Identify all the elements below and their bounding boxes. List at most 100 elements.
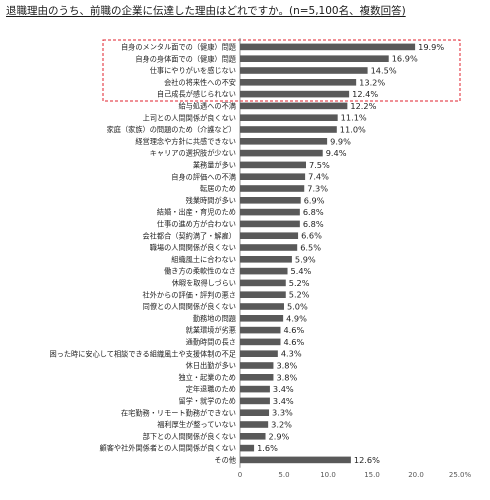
category-label: 家庭（家族）の問題のため（介護など） — [107, 125, 236, 134]
value-label: 5.0% — [287, 302, 308, 312]
category-label: 就業環境が劣悪 — [186, 326, 236, 335]
value-label: 7.4% — [308, 172, 329, 182]
category-label: 自身のメンタル面での（健康）問題 — [121, 43, 236, 52]
category-label: 職場の人間関係が良くない — [150, 243, 236, 252]
bar — [240, 433, 266, 440]
bar — [240, 102, 348, 110]
value-label: 12.4% — [352, 89, 378, 99]
bar — [240, 350, 278, 357]
x-tick-label: 15.0 — [364, 471, 380, 479]
value-label: 7.3% — [307, 184, 328, 194]
value-label: 3.4% — [273, 384, 294, 394]
value-label: 5.2% — [289, 278, 310, 288]
value-label: 13.2% — [359, 77, 385, 87]
category-label: 自己成長が感じられない — [157, 90, 236, 99]
bar — [240, 409, 270, 416]
category-label: 勤務地の問題 — [193, 314, 236, 323]
bar — [240, 444, 255, 452]
value-label: 5.2% — [289, 290, 310, 300]
bar — [240, 55, 389, 62]
category-label: 組織風土に合わない — [171, 255, 236, 264]
bar — [240, 267, 288, 275]
value-label: 6.5% — [300, 243, 321, 253]
category-label: 業務量が多い — [193, 161, 236, 170]
chart-title: 退職理由のうち、前職の企業に伝達した理由はどれですか。(n=5,100名、複数回… — [6, 5, 406, 17]
highlight-box — [102, 39, 461, 102]
category-label: 結婚・出産・育児のため — [157, 208, 236, 217]
value-label: 3.4% — [273, 396, 294, 406]
category-label: 在宅勤務・リモート勤務ができない — [121, 408, 236, 417]
category-label: 仕事にやりがいを感じない — [150, 66, 236, 75]
bar — [240, 279, 286, 287]
bar — [240, 374, 274, 381]
bar — [240, 362, 274, 369]
bar — [240, 220, 300, 228]
bar — [240, 185, 305, 192]
category-label: 独立・起業のため — [178, 373, 236, 382]
x-tick-label: 10.0 — [320, 471, 336, 479]
x-tick-label: 0 — [238, 471, 242, 479]
bar — [240, 67, 368, 74]
value-label: 4.6% — [283, 325, 304, 335]
axis-layer: 0 5.0 10.0 15.0 20.0 25.0% — [238, 38, 472, 479]
bar — [240, 338, 281, 346]
value-label: 4.9% — [286, 313, 307, 323]
bar — [240, 208, 300, 216]
category-label: 社外からの評価・評判の悪さ — [143, 290, 236, 299]
category-label: 残業時間が多い — [186, 196, 236, 205]
category-label: 部下との人間関係が良くない — [143, 432, 236, 441]
category-label: 経営理念や方針に共感できない — [135, 137, 236, 146]
value-label: 9.4% — [326, 148, 347, 158]
category-label: 働き方の柔軟性のなさ — [164, 267, 236, 276]
value-label: 4.3% — [281, 349, 302, 359]
bar — [240, 315, 284, 322]
bar — [240, 456, 351, 464]
value-label: 3.3% — [272, 408, 293, 418]
bar — [240, 161, 306, 169]
value-label: 1.6% — [257, 443, 278, 453]
bar — [240, 421, 269, 428]
value-label: 6.8% — [303, 207, 324, 217]
highlight-layer — [102, 39, 461, 102]
bar — [240, 79, 357, 86]
value-label: 19.9% — [418, 42, 444, 52]
bar — [240, 173, 306, 180]
value-label: 2.9% — [269, 431, 290, 441]
bars-layer — [240, 43, 416, 464]
category-label: 会社の将来性への不安 — [164, 78, 236, 87]
bar — [240, 291, 286, 298]
value-label: 5.4% — [291, 266, 312, 276]
category-label: 通勤時間の長さ — [186, 338, 236, 347]
category-label: 給与処遇への不満 — [178, 102, 236, 111]
value-label: 12.2% — [350, 101, 376, 111]
bar — [240, 138, 328, 145]
value-label: 3.2% — [271, 420, 292, 430]
category-label: 定年退職のため — [186, 385, 236, 394]
value-label: 5.9% — [295, 254, 316, 264]
value-label: 4.6% — [283, 337, 304, 347]
category-label: キャリアの選択肢が少ない — [150, 149, 236, 158]
bar — [240, 90, 350, 98]
category-label: その他 — [214, 456, 236, 465]
bar — [240, 43, 416, 51]
category-label: 休暇を取得しづらい — [172, 279, 236, 288]
bar — [240, 303, 284, 310]
category-label: 困った時に安心して相談できる組織風土や支援体制の不足 — [49, 349, 236, 358]
bar — [240, 114, 338, 121]
category-label: 休日出勤が多い — [186, 361, 236, 370]
x-tick-label: 25.0% — [449, 471, 472, 479]
category-label: 福利厚生が整っていない — [157, 420, 236, 429]
value-label: 6.6% — [301, 231, 322, 241]
value-label: 11.0% — [340, 125, 366, 135]
category-label: 顧客や社外関係者との人間関係が良くない — [100, 444, 237, 453]
bar — [240, 126, 337, 133]
value-label: 14.5% — [371, 66, 397, 76]
x-tick-label: 20.0 — [408, 471, 424, 479]
category-label: 同僚との人間関係が良くない — [143, 302, 236, 311]
bar — [240, 256, 292, 263]
value-label: 12.6% — [354, 455, 380, 465]
category-label: 自身の評価への不満 — [171, 172, 236, 181]
value-label: 3.8% — [276, 372, 297, 382]
value-label: 7.5% — [309, 160, 330, 170]
